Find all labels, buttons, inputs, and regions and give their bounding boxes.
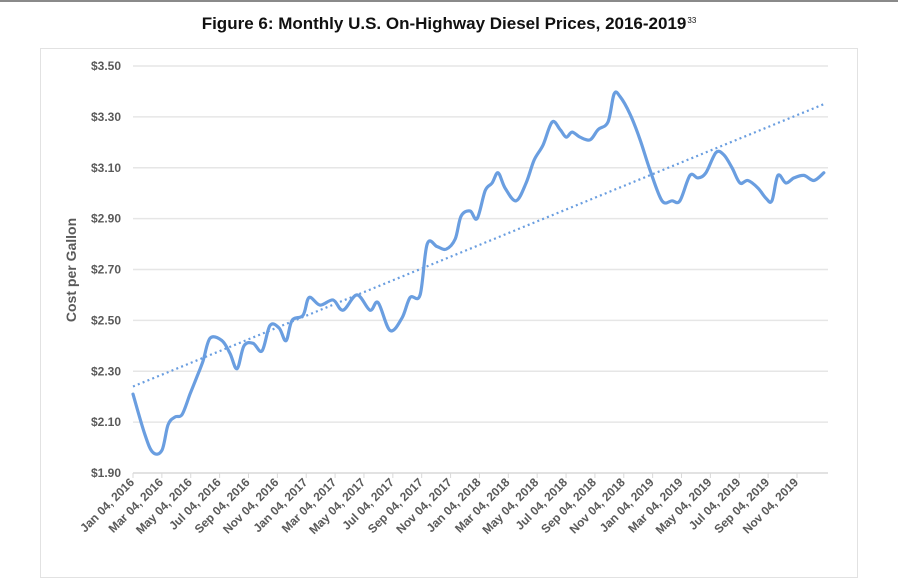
y-tick-label: $2.70 [91, 263, 121, 277]
y-tick-label: $2.10 [91, 415, 121, 429]
chart-title-text: Figure 6: Monthly U.S. On-Highway Diesel… [201, 14, 687, 33]
y-tick-label: $1.90 [91, 466, 121, 480]
y-tick-label: $2.50 [91, 313, 121, 327]
y-tick-label: $3.30 [91, 110, 121, 124]
y-tick-label: $3.50 [91, 59, 121, 73]
y-tick-label: $2.90 [91, 212, 121, 226]
y-tick-label: $2.30 [91, 364, 121, 378]
y-tick-label: $3.10 [91, 161, 121, 175]
trendline [132, 103, 825, 388]
y-axis-title: Cost per Gallon [63, 218, 79, 322]
series-layer [131, 90, 826, 456]
line-chart: $1.90 $2.10 $2.30 $2.50 $2.70 $2.90 $3.10 $3.30… [63, 59, 828, 566]
y-axis-ticks: $1.90 $2.10 $2.30 $2.50 $2.70 $2.90 $3.10 $3.30… [91, 59, 121, 480]
footnote-marker: 33 [687, 16, 697, 25]
gridlines [133, 65, 828, 474]
price-line [131, 90, 826, 456]
top-rule [0, 0, 898, 2]
chart-title: Figure 6: Monthly U.S. On-Highway Diesel… [0, 14, 898, 34]
